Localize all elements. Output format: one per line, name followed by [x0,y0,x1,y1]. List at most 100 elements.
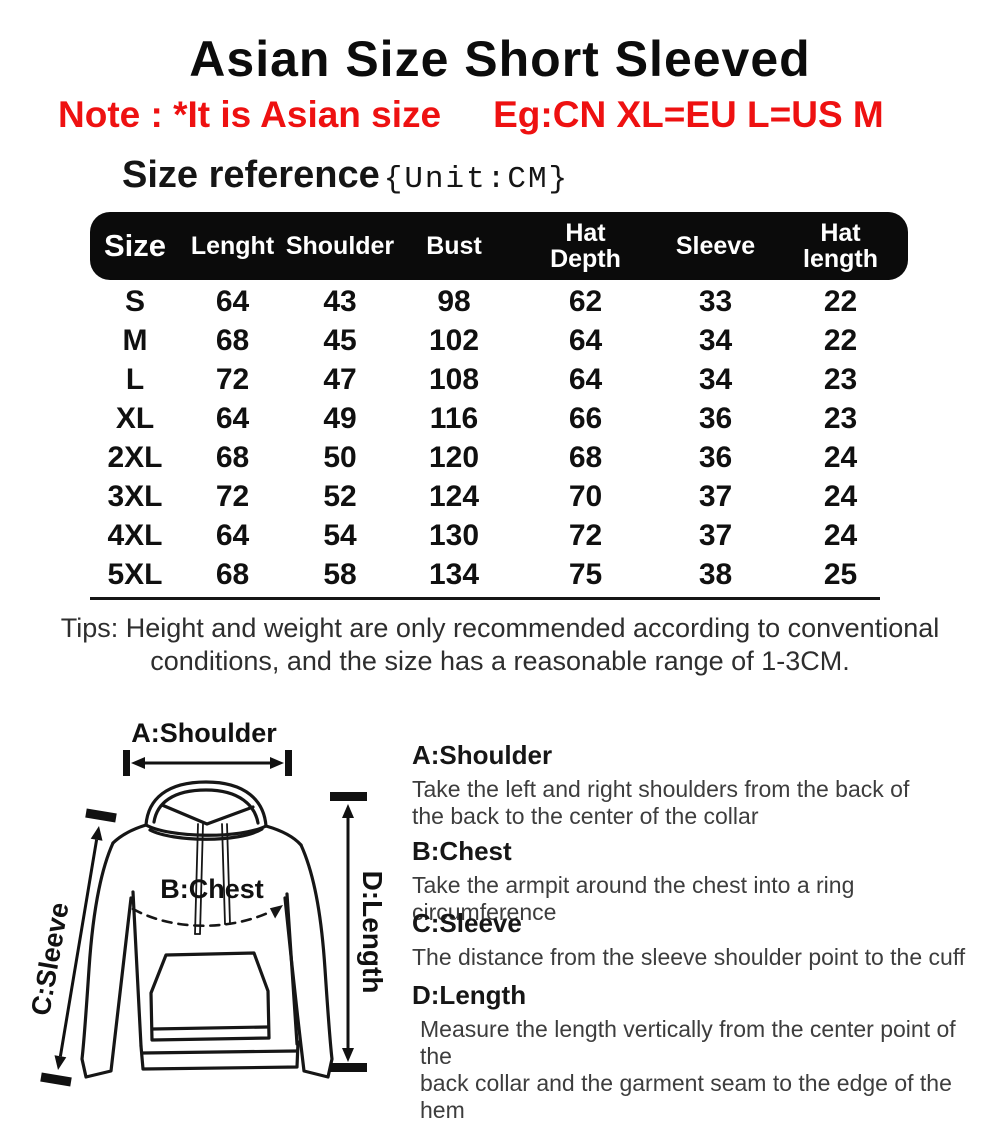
shoulder-right [264,824,303,847]
size-table-header: Size Lenght Shoulder Bust Hat Depth Sleeve Hat l… [90,212,908,280]
size-label: 2XL [107,440,163,474]
measurement-value: 47 [323,362,357,396]
size-reference-label: Size reference [122,154,380,196]
measurement-heading: C:Sleeve [412,908,522,938]
size-table-body: S 64 43 98 62 33 22 M 68 45 102 64 34 22 L 72 47 108 64 34 2… [90,282,908,594]
measurement-value: 34 [698,323,733,357]
shoulder-left [111,823,148,845]
measurement-value: 34 [698,362,733,396]
measurement-value: 22 [823,323,858,357]
measurement-value: 24 [823,518,858,552]
diagram-sleeve-label: C:Sleeve [25,900,74,1018]
body-side-left [131,890,143,1048]
measurement-value: 64 [568,362,603,396]
measurement-line: The distance from the sleeve shoulder po… [412,944,966,970]
column-header-sleeve: Sleeve [675,232,756,260]
measurement-value: 72 [215,479,250,513]
size-label: M [122,323,148,357]
measurement-desc-chest: B:Chest Take the armpit around the chest… [412,836,987,926]
measurement-value: 68 [568,440,603,474]
hem-band [139,1040,300,1071]
measurement-value: 64 [215,518,250,552]
size-label: S [124,284,145,318]
column-header-hat-depth: Hat Depth [550,219,621,273]
diagram-chest-label: B:Chest [160,874,264,904]
measurement-value: 120 [428,440,480,474]
chest-dashed-arrow [131,907,274,927]
measurement-line: the back to the center of the collar [412,803,759,829]
measurement-value: 25 [823,557,858,591]
pocket-seam [151,1025,269,1031]
size-table: Size Lenght Shoulder Bust Hat Depth Sleeve Hat l… [90,212,908,600]
body-side-right [285,892,299,1046]
measurement-value: 38 [698,557,733,591]
measurement-value: 98 [437,284,471,318]
size-label: 3XL [107,479,163,513]
column-header-bust: Bust [426,232,482,260]
table-row-2xl: 2XL 68 50 120 68 36 24 [90,438,908,477]
measurement-value: 64 [215,401,250,435]
measurement-value: 24 [823,479,858,513]
measurement-line: Measure the length vertically from the c… [420,1016,956,1069]
measurement-value: 62 [568,284,603,318]
measurement-value: 108 [428,362,480,396]
kangaroo-pocket [149,951,271,1042]
column-header-lenght: Lenght [190,232,275,260]
collar-line-2 [148,827,264,841]
measurement-value: 23 [823,362,858,396]
measurement-value: 130 [428,518,480,552]
table-row-xl: XL 64 49 116 66 36 23 [90,399,908,438]
measurement-value: 37 [698,479,733,513]
measurement-value: 68 [215,323,250,357]
measurement-value: 70 [568,479,603,513]
size-label: 5XL [107,557,163,591]
measurement-value: 68 [215,557,250,591]
table-bottom-rule [90,597,880,600]
collar-line-1 [144,823,268,837]
size-reference-heading: Size reference {Unit:CM} [122,154,569,197]
hood-opening [160,803,255,826]
measurement-value: 58 [323,557,357,591]
measurement-value: 75 [568,557,603,591]
tips-line-1: Tips: Height and weight are only recomme… [60,613,940,643]
measurement-value: 23 [823,401,858,435]
note-text: Note : *It is Asian size [58,94,442,135]
diagram-shoulder-label: A:Shoulder [131,718,277,748]
measurement-value: 64 [568,323,603,357]
measurement-value: 72 [215,362,250,396]
measurement-value: 43 [323,284,357,318]
size-label: 4XL [107,518,163,552]
unit-label: {Unit:CM} [383,162,570,197]
measurement-value: 134 [428,557,480,591]
measurement-line: Take the armpit around the chest into a … [412,872,855,925]
measurement-value: 54 [323,518,357,552]
measurement-line: Take the left and right shoulders from t… [412,776,910,802]
measurement-value: 49 [323,401,357,435]
measurement-value: 36 [698,440,733,474]
measurement-heading: B:Chest [412,836,512,866]
tips-line-2: conditions, and the size has a reasonabl… [150,646,850,676]
table-row-5xl: 5XL 68 58 134 75 38 25 [90,555,908,594]
measurement-desc-length: D:Length Measure the length vertically f… [412,980,987,1122]
sleeve-left [80,841,133,1079]
table-row-l: L 72 47 108 64 34 23 [90,360,908,399]
table-row-3xl: 3XL 72 52 124 70 37 24 [90,477,908,516]
hood-outer [144,780,268,828]
measurement-heading: D:Length [412,980,527,1010]
measurement-value: 52 [323,479,357,513]
measurement-value: 45 [323,323,357,357]
page-title: Asian Size Short Sleeved [189,31,811,87]
measurement-value: 36 [698,401,733,435]
measurement-value: 102 [428,323,480,357]
measurement-value: 66 [568,401,603,435]
hoodie-outline [80,780,334,1079]
size-label: L [125,362,145,396]
diagram-length-label: D:Length [357,871,388,994]
chest-arrowhead [269,905,283,919]
measurement-value: 116 [429,401,479,435]
column-header-shoulder: Shoulder [285,232,395,260]
measurement-line: back collar and the garment seam to the … [420,1070,952,1122]
sleeve-arrow [40,808,117,1087]
length-arrow [330,792,367,1072]
